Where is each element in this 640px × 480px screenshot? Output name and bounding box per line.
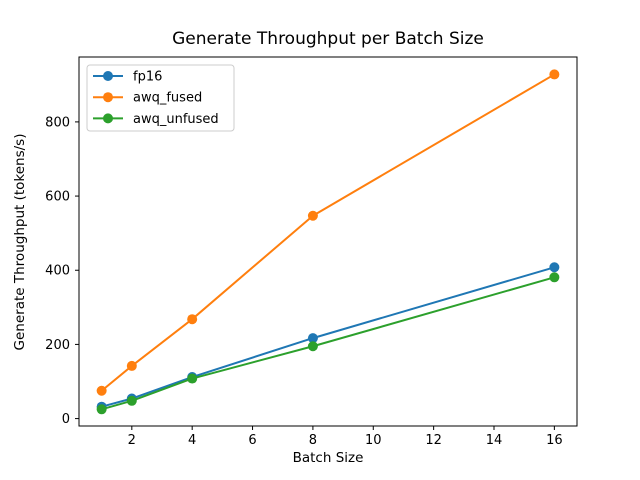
- x-tick-label: 16: [546, 433, 563, 448]
- series-marker-fp16: [549, 262, 560, 273]
- x-tick-label: 8: [309, 433, 317, 448]
- x-tick-label: 14: [486, 433, 503, 448]
- y-tick-label: 600: [45, 190, 70, 205]
- x-tick-label: 6: [248, 433, 256, 448]
- series-marker-fp16: [307, 333, 318, 344]
- series-marker-awq_fused: [307, 210, 318, 221]
- y-axis-label: Generate Throughput (tokens/s): [12, 134, 28, 351]
- legend-entry-label: awq_unfused: [133, 112, 219, 127]
- x-axis-label: Batch Size: [293, 450, 364, 466]
- axes-frame: [78, 56, 578, 427]
- legend-box: [86, 64, 235, 132]
- series-line-awq_unfused: [100, 276, 556, 411]
- legend-entry-label: fp16: [133, 70, 162, 85]
- y-tick-label: 200: [45, 338, 70, 353]
- series-marker-awq_fused: [96, 385, 107, 396]
- series-marker-awq_unfused: [126, 395, 137, 406]
- series-marker-awq_fused: [549, 69, 560, 80]
- legend: fp16 awq_fused awq_unfused: [86, 64, 235, 132]
- series-marker-awq_unfused: [549, 272, 560, 283]
- y-tick-label: 400: [45, 264, 70, 279]
- y-tick-label: 800: [45, 115, 70, 130]
- series-marker-awq_unfused: [96, 404, 107, 415]
- series-marker-awq_unfused: [307, 341, 318, 352]
- y-tick-label: 0: [62, 412, 70, 427]
- legend-entry-label: awq_fused: [133, 91, 202, 106]
- series-marker-awq_fused: [187, 314, 198, 325]
- x-tick-label: 12: [425, 433, 442, 448]
- x-tick-label: 4: [188, 433, 196, 448]
- series-marker-awq_unfused: [187, 373, 198, 384]
- x-tick-label: 2: [128, 433, 136, 448]
- series-marker-awq_fused: [126, 360, 137, 371]
- chart-title: Generate Throughput per Batch Size: [172, 29, 484, 49]
- legend-swatch-marker: [103, 71, 113, 81]
- legend-swatch-marker: [103, 113, 113, 124]
- legend-swatch-marker: [103, 92, 113, 103]
- plot-area: 2 4 6 8 10 12 14 16 0 200 400 600 800: [45, 56, 578, 448]
- x-tick-label: 10: [365, 433, 382, 448]
